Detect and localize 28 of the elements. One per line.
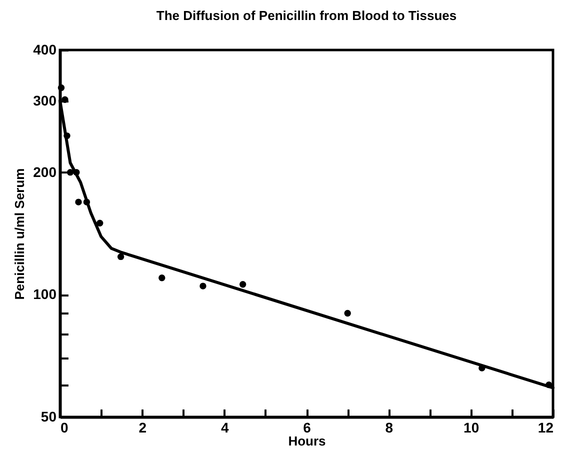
y-tick-label: 200 [33,164,57,180]
y-tick-label: 300 [33,92,57,108]
x-tick-label: 10 [464,420,480,436]
point [239,281,246,288]
point [200,282,206,290]
y-axis-title: Penicillin u/ml Serum [12,168,28,300]
x-tick-label: 4 [220,420,229,436]
chart-title: The Diffusion of Penicillin from Blood to Tissues [156,8,457,23]
x-tick-label: 2 [138,420,147,436]
y-tick-label: 50 [40,408,57,424]
point [75,198,82,206]
x-tick-label: 8 [385,420,394,436]
point [96,220,104,226]
point [83,198,90,206]
point [344,310,351,317]
x-tick-label: 0 [60,420,68,436]
y-tick-label: 400 [33,42,57,58]
point [546,381,552,388]
point [66,168,74,176]
point [64,132,70,140]
x-axis-title: Hours [288,434,326,448]
x-tick-label: 12 [538,420,554,436]
point [158,274,166,282]
point [73,168,80,176]
y-tick-label: 100 [33,286,57,302]
point [58,84,65,92]
x-tick-label: 6 [303,420,312,436]
point [117,253,124,260]
